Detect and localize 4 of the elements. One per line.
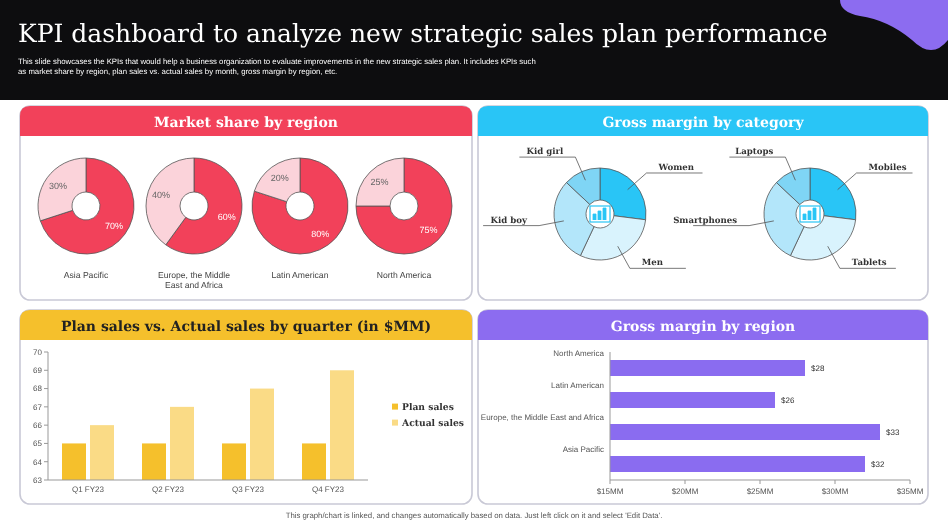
text: KPI dashboard to analyze new strategic sales plan performance: [18, 18, 828, 48]
donut-slice: [355, 157, 453, 255]
donut-slice: [251, 157, 349, 255]
donut-slice: [39, 157, 135, 255]
